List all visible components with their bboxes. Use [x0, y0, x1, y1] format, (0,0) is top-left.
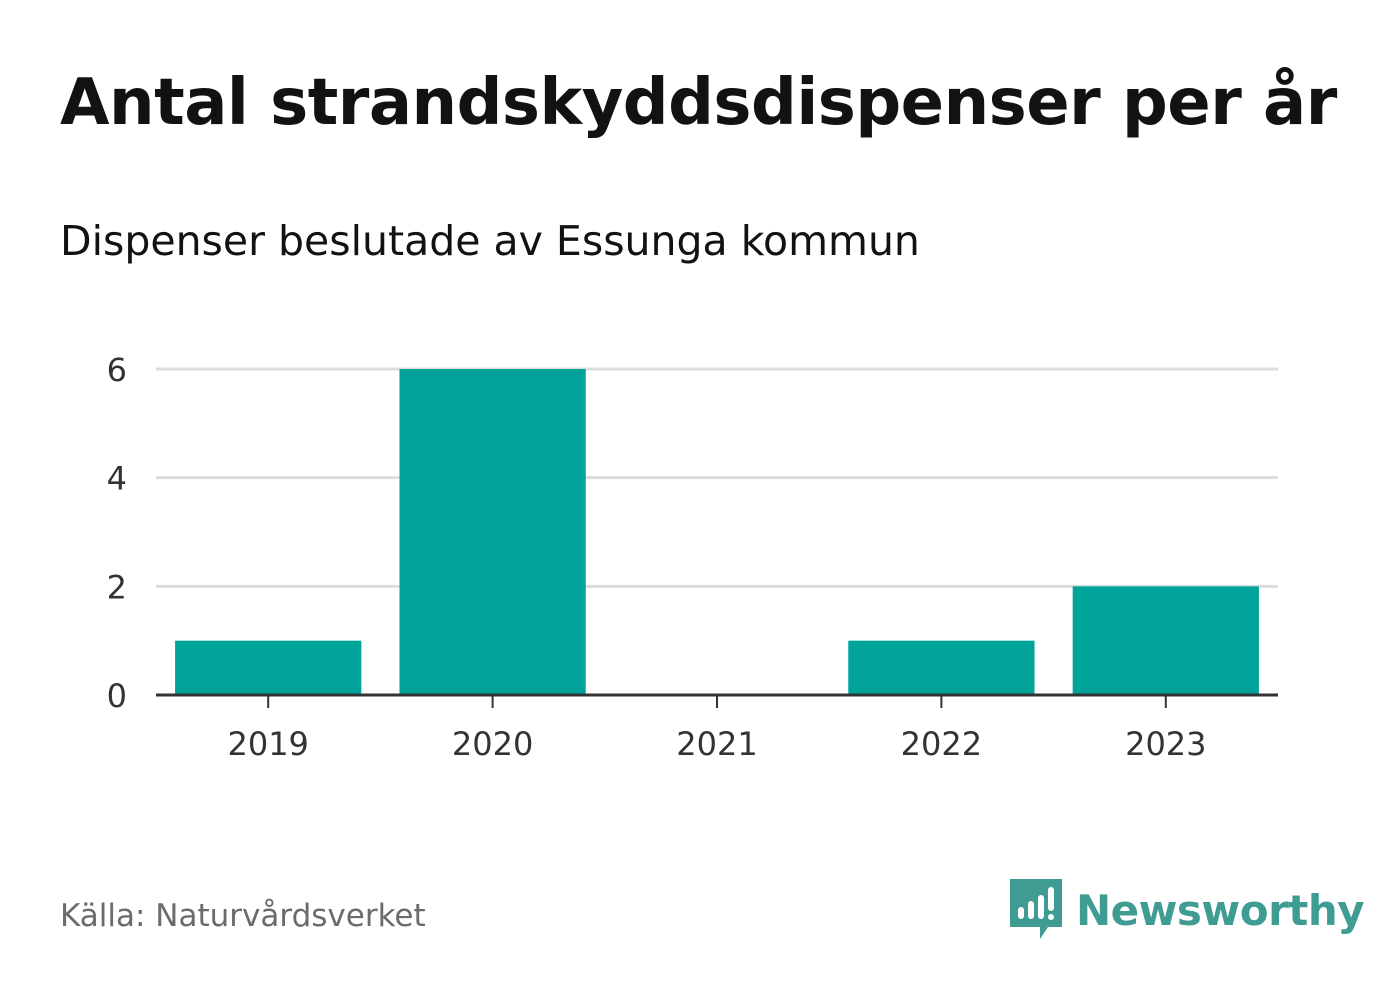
x-axis — [156, 693, 1278, 708]
x-tick-label: 2023 — [1125, 725, 1206, 763]
y-tick-labels: 0 2 4 6 — [107, 351, 127, 715]
y-tick-label: 0 — [107, 677, 127, 715]
bar-2020 — [399, 369, 586, 695]
y-tick-label: 4 — [107, 460, 127, 498]
newsworthy-logo[interactable]: Newsworthy — [1010, 878, 1365, 942]
x-tick-labels: 2019 2020 2021 2022 2023 — [227, 725, 1206, 763]
bar-2022 — [848, 640, 1035, 695]
x-tick-label: 2019 — [227, 725, 308, 763]
bars — [175, 369, 1259, 695]
x-tick-label: 2022 — [901, 725, 982, 763]
brand-name: Newsworthy — [1076, 885, 1365, 935]
chart-subtitle: Dispenser beslutade av Essunga kommun — [60, 217, 920, 265]
gridlines — [156, 367, 1278, 588]
source-note: Källa: Naturvårdsverket — [60, 898, 426, 934]
y-tick-label: 2 — [107, 568, 127, 606]
x-tick-label: 2021 — [676, 725, 757, 763]
chart-title: Antal strandskyddsdispenser per år — [60, 66, 1337, 140]
x-tick-label: 2020 — [452, 725, 533, 763]
bar-2019 — [175, 640, 362, 695]
bar-chart-speech-bubble-icon — [1010, 879, 1062, 939]
y-tick-label: 6 — [107, 351, 127, 389]
bar-2023 — [1072, 586, 1259, 695]
